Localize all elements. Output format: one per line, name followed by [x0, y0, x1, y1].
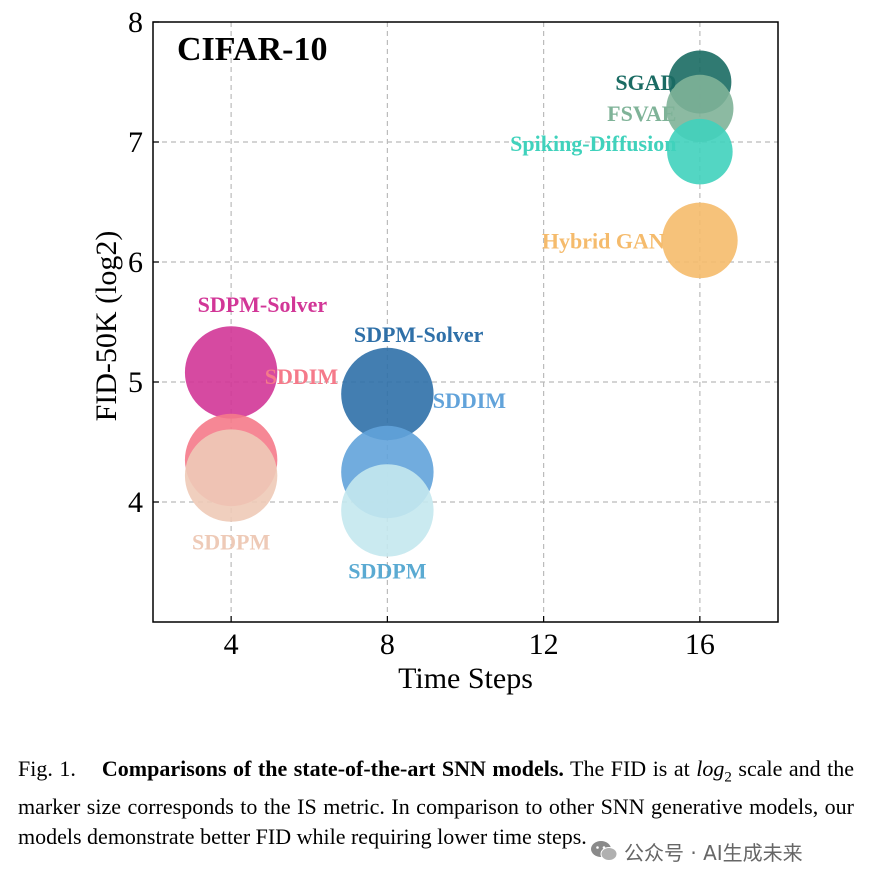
- point-label: SDDIM: [265, 364, 339, 389]
- point-label: Hybrid GAN: [542, 228, 665, 253]
- y-tick-label: 4: [128, 486, 143, 519]
- figure-caption: Fig. 1. Comparisons of the state-of-the-…: [18, 754, 854, 852]
- data-point: [184, 429, 278, 522]
- y-tick-label: 7: [128, 126, 143, 159]
- y-tick-label: 5: [128, 366, 143, 399]
- wechat-icon: [591, 841, 618, 861]
- watermark: 公众号 · AI生成未来: [590, 836, 803, 866]
- x-tick-label: 12: [529, 628, 559, 661]
- caption-bold: Comparisons of the state-of-the-art SNN …: [101, 756, 564, 781]
- caption-math-sub: 2: [724, 769, 732, 786]
- data-point: [662, 202, 738, 279]
- caption-text-2: scale and the marker size corresponds to…: [18, 756, 855, 850]
- scatter-chart: SGAD FSVAE Spiking-Diffusion Hybrid GAN SDPM…: [90, 6, 779, 695]
- axis-ticks: 4 8 12 16 4 5 6 7 8: [128, 6, 715, 661]
- point-label: FSVAE: [607, 101, 676, 126]
- point-label: Spiking-Diffusion: [510, 131, 676, 156]
- point-label: SDPM-Solver: [354, 322, 484, 347]
- data-point: [341, 347, 434, 441]
- point-labels: SGAD FSVAE Spiking-Diffusion Hybrid GAN SDPM…: [192, 70, 676, 583]
- point-label: SDPM-Solver: [198, 292, 328, 317]
- caption-prefix: Fig. 1.: [18, 756, 76, 781]
- x-axis-label: Time Steps: [398, 662, 533, 695]
- data-point: [184, 326, 278, 419]
- caption-math: log2: [696, 756, 732, 785]
- y-axis-label: FID-50K (log2): [90, 231, 123, 422]
- caption-text-1: The FID is at: [563, 756, 697, 781]
- point-label: SGAD: [615, 70, 676, 95]
- data-point: [341, 464, 434, 557]
- watermark-text: 公众号 · AI生成未来: [624, 840, 803, 865]
- data-points: [184, 50, 738, 557]
- point-label: SDDPM: [192, 530, 270, 555]
- point-label: SDDPM: [348, 558, 426, 583]
- y-tick-label: 8: [128, 6, 143, 39]
- plot-frame: [152, 21, 779, 623]
- caption-math-log: log: [696, 756, 725, 781]
- chart-title: CIFAR-10: [177, 31, 327, 68]
- y-tick-label: 6: [128, 246, 143, 279]
- point-label: SDDIM: [433, 388, 507, 413]
- x-tick-label: 4: [224, 628, 239, 661]
- x-tick-label: 16: [685, 628, 715, 661]
- data-point: [667, 118, 733, 185]
- x-tick-label: 8: [380, 628, 395, 661]
